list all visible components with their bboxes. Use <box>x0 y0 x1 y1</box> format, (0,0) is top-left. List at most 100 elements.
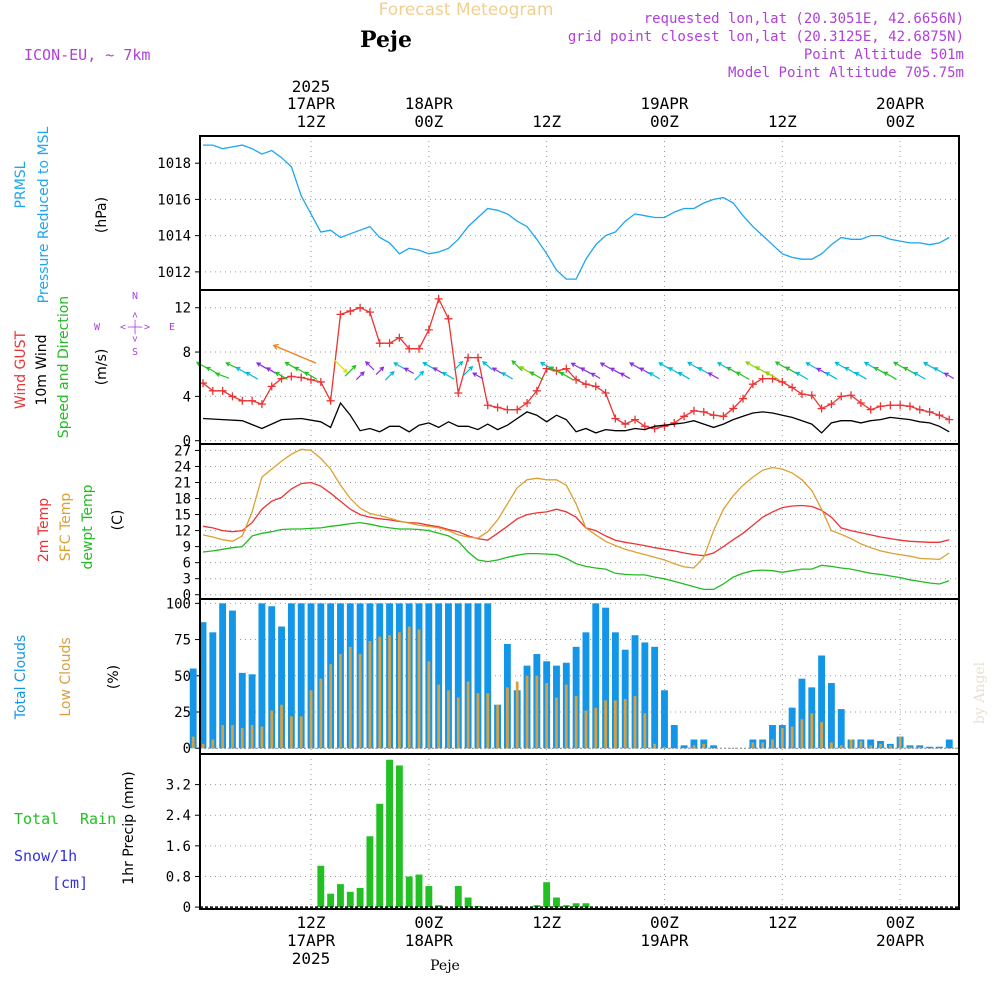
low-cloud-bar <box>447 690 450 749</box>
gust-point <box>297 373 306 382</box>
precip-labels: Total Rain Snow/1h [cm] 1hr Precip (mm) <box>14 771 137 892</box>
wind-arrow <box>303 371 318 380</box>
low-cloud-bar <box>535 675 539 749</box>
gust-point <box>346 307 355 316</box>
bottom-hour-label: 12Z <box>297 913 326 932</box>
total-cloud-bar <box>602 607 610 749</box>
low-cloud-bar <box>820 722 823 749</box>
low-cloud-bar <box>633 696 637 749</box>
total-cloud-bar <box>631 635 639 749</box>
gust-point <box>886 401 895 410</box>
wind-arrow <box>272 343 317 364</box>
gust-point <box>827 400 836 409</box>
temp-labels: 2m Temp SFC Temp dewpt Temp (C) <box>36 484 126 569</box>
wind-arrow <box>667 367 681 375</box>
wind-arrow <box>333 359 348 374</box>
low-cloud-bar <box>771 739 774 749</box>
wind-arrow <box>922 362 936 370</box>
wind-arrow <box>432 367 444 375</box>
low-cloud-bar <box>555 697 558 749</box>
gust-point <box>572 375 581 384</box>
gust-point <box>208 386 217 395</box>
rain-bar <box>553 897 560 908</box>
low-cloud-bar <box>339 654 342 749</box>
gust-point <box>405 344 414 353</box>
gust-point <box>788 383 797 392</box>
low-cloud-bar <box>751 742 755 749</box>
y-tick-label: 3.2 <box>166 778 191 794</box>
gust-point <box>238 396 247 405</box>
gust-point <box>689 406 698 415</box>
wind-arrow <box>629 362 641 370</box>
top-date-label: 19APR <box>640 94 689 113</box>
low-cloud-bar <box>918 746 922 749</box>
wind-arrow <box>414 370 425 381</box>
bottom-hour-label: 00Z <box>414 913 443 932</box>
bottom-year: 2025 <box>292 949 331 968</box>
wind-arrow <box>482 361 493 371</box>
total-cloud-bar <box>798 678 806 749</box>
low-cloud-bar <box>417 629 421 749</box>
low-cloud-bar <box>329 664 333 749</box>
panels: 1012101410161018048120369121518212427025… <box>157 135 960 916</box>
series-2m-temp <box>202 481 950 557</box>
low-cloud-bar <box>476 693 480 749</box>
low-cloud-bar <box>427 661 431 749</box>
gust-point <box>601 389 610 398</box>
wind-arrow <box>559 371 573 380</box>
total-cloud-bar <box>926 746 934 749</box>
low-cloud-bar <box>584 710 588 749</box>
total-cloud-bar <box>945 739 953 749</box>
low-cloud-bar <box>643 713 647 749</box>
wind-arrow <box>707 372 719 380</box>
wind-arrow <box>422 362 435 370</box>
low-cloud-bar <box>859 740 863 749</box>
prmsl-label: PRMSL <box>13 161 29 208</box>
rain-bar <box>543 882 551 908</box>
wind-arrow <box>453 360 464 371</box>
gust-point <box>503 405 512 414</box>
gust-point <box>925 407 934 416</box>
low-cloud-bar <box>240 727 244 749</box>
low-cloud-bar <box>780 727 784 749</box>
low-cloud-bar <box>810 713 814 749</box>
y-tick-label: 0 <box>183 434 191 450</box>
low-cloud-bar <box>515 681 519 749</box>
low-cloud-bar <box>692 745 696 749</box>
top-date-label: 17APR <box>287 94 336 113</box>
wind-arrow <box>491 367 503 375</box>
low-cloud-bar <box>849 739 853 749</box>
gust-point <box>680 412 689 421</box>
total-cloud-bar <box>690 739 698 749</box>
wind-arrow <box>824 372 838 380</box>
wind-arrow <box>913 371 926 380</box>
y-tick-label: 21 <box>174 475 191 491</box>
low-cloud-bar <box>250 725 254 749</box>
low-cloud-bar <box>898 736 902 749</box>
low-cloud-bar <box>888 745 892 749</box>
y-tick-label: 8 <box>183 345 191 361</box>
wind-arrow <box>883 371 897 380</box>
gust-point <box>257 400 266 409</box>
cloud-labels: Total Clouds Low Clouds (%) <box>13 635 122 720</box>
wind-arrow <box>265 367 277 375</box>
wind-arrow <box>943 372 955 379</box>
location-title: Peje <box>360 27 412 53</box>
low-cloud-bar <box>604 700 607 749</box>
pressure-desc-label: Pressure Reduced to MSL <box>36 126 52 303</box>
low-cloud-bar <box>545 683 549 749</box>
wind-arrow <box>501 372 513 380</box>
low-cloud-bar <box>790 726 794 749</box>
wind-arrow <box>511 360 523 372</box>
total-cloud-bar <box>209 632 217 749</box>
gust-point <box>483 401 492 410</box>
total-cloud-bar <box>248 674 256 749</box>
total-cloud-bar <box>199 622 207 749</box>
gridpoint-coords: grid point closest lon,lat (20.3125E, 42… <box>568 29 964 45</box>
low-cloud-bar <box>348 646 352 749</box>
compass-arrows-horizontal: <-|-> <box>120 322 150 333</box>
total-cloud-bar <box>661 690 668 749</box>
gust-point <box>866 405 875 414</box>
wind-arrow <box>639 367 650 375</box>
